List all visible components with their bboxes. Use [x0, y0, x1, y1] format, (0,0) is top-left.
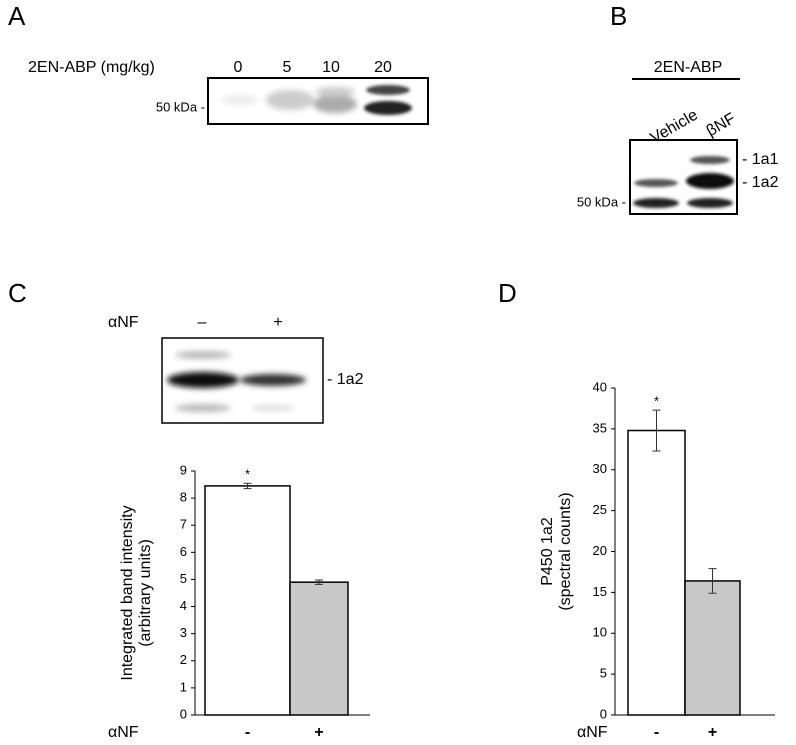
x-axis-label: αNF — [108, 724, 139, 741]
x-axis-label: αNF — [577, 724, 608, 741]
annotation: * — [654, 394, 659, 409]
error-bar — [708, 568, 717, 594]
x-tick-label: - — [654, 724, 659, 741]
error-bar — [243, 482, 252, 490]
bar — [627, 429, 686, 716]
bar — [289, 581, 349, 716]
y-tick-label: 35 — [593, 420, 607, 435]
treatment-label: αNF — [108, 314, 139, 331]
gel — [161, 337, 324, 424]
lane-label: 20 — [374, 59, 392, 76]
y-axis-label: P450 1a2 — [539, 517, 556, 586]
gel-label: 2EN-ABP — [654, 59, 722, 76]
band-label: - 1a2 — [742, 174, 779, 191]
bar — [684, 580, 741, 716]
gel — [629, 139, 738, 215]
y-tick-label: 5 — [600, 666, 607, 681]
y-tick-label: 5 — [180, 571, 187, 586]
y-tick-label: 15 — [593, 584, 607, 599]
y-axis-label: (arbitrary units) — [137, 539, 154, 647]
lane-label: + — [273, 314, 282, 331]
band-label: - 1a2 — [327, 371, 364, 388]
gel-label: 2EN-ABP (mg/kg) — [28, 59, 155, 76]
bar — [204, 485, 291, 716]
error-bar — [652, 409, 661, 452]
y-tick-label: 6 — [180, 544, 187, 559]
panel-letter: C — [8, 278, 27, 308]
lane-label: 0 — [234, 59, 243, 76]
panel-letter: D — [498, 278, 517, 308]
y-tick-label: 4 — [180, 598, 187, 613]
y-tick-label: 8 — [180, 490, 187, 505]
x-tick-label: + — [708, 724, 717, 741]
y-tick-label: 10 — [593, 625, 607, 640]
y-tick-label: 0 — [600, 706, 607, 721]
y-axis-label: Integrated band intensity — [119, 505, 136, 680]
marker-label: 50 kDa - — [577, 194, 626, 209]
lane-label: βNF — [704, 110, 739, 140]
y-tick-label: 40 — [593, 379, 607, 394]
annotation: * — [245, 467, 250, 482]
y-tick-label: 30 — [593, 461, 607, 476]
lane-label: – — [198, 314, 207, 331]
y-tick-label: 1 — [180, 679, 187, 694]
x-tick-label: - — [245, 724, 250, 741]
y-tick-label: 2 — [180, 652, 187, 667]
lane-label: 5 — [283, 59, 292, 76]
marker-label: 50 kDa - — [156, 99, 205, 114]
y-tick-label: 25 — [593, 502, 607, 517]
y-axis-label: (spectral counts) — [557, 492, 574, 610]
y-tick-label: 0 — [180, 706, 187, 721]
y-tick-label: 20 — [593, 543, 607, 558]
band-label: - 1a1 — [742, 151, 779, 168]
y-tick-label: 3 — [180, 625, 187, 640]
y-tick-label: 7 — [180, 517, 187, 532]
x-tick-label: + — [314, 724, 323, 741]
lane-label: 10 — [322, 59, 340, 76]
error-bar — [315, 579, 323, 585]
panel-letter: A — [8, 1, 26, 31]
gel — [207, 77, 429, 125]
panel-letter: B — [610, 1, 627, 31]
y-tick-label: 9 — [180, 462, 187, 477]
